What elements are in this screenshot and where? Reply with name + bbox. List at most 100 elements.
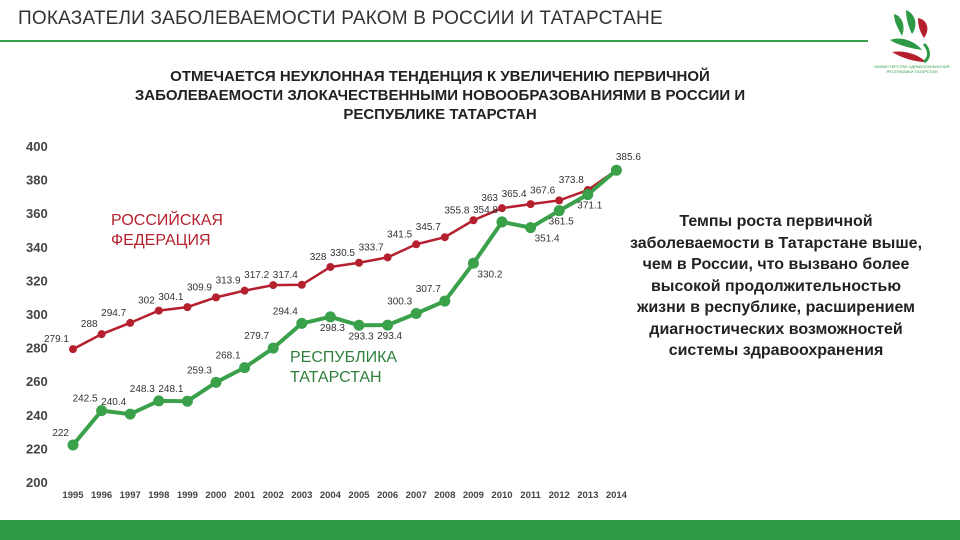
x-tick-label: 2009 — [463, 490, 484, 501]
data-label-russia: 304.1 — [158, 292, 183, 303]
data-point-tatarstan — [553, 205, 565, 217]
data-point-tatarstan — [96, 405, 108, 417]
data-label-tatarstan: 371.1 — [577, 201, 602, 212]
series-label-tatarstan: ТАТАРСТАН — [290, 369, 382, 386]
y-tick-label: 400 — [26, 139, 48, 154]
x-tick-label: 2000 — [205, 490, 226, 501]
y-tick-label: 280 — [26, 341, 48, 356]
data-point-tatarstan — [410, 307, 422, 319]
data-point-russia — [97, 330, 106, 339]
data-point-tatarstan — [124, 408, 136, 420]
data-label-tatarstan: 222 — [52, 428, 69, 439]
data-point-russia — [412, 240, 421, 249]
data-point-tatarstan — [582, 189, 594, 201]
data-label-russia: 345.7 — [416, 222, 441, 233]
data-label-tatarstan: 242.5 — [73, 394, 98, 405]
x-tick-label: 2006 — [377, 490, 398, 501]
x-tick-label: 2005 — [348, 490, 370, 501]
footer-bar — [0, 520, 960, 540]
x-tick-label: 1999 — [177, 490, 198, 501]
data-label-russia: 294.7 — [101, 308, 126, 319]
data-point-tatarstan — [353, 319, 365, 331]
data-point-russia — [126, 318, 135, 327]
x-tick-label: 2001 — [234, 490, 256, 501]
x-tick-label: 2008 — [434, 490, 455, 501]
data-label-tatarstan: 330.2 — [477, 269, 502, 280]
x-tick-label: 2004 — [320, 490, 342, 501]
data-label-russia: 373.8 — [559, 175, 584, 186]
data-point-tatarstan — [181, 395, 193, 407]
x-tick-label: 1995 — [62, 490, 84, 501]
data-point-russia — [326, 262, 335, 271]
series-line-russia — [72, 169, 618, 351]
data-point-russia — [240, 286, 249, 295]
data-label-russia: 302 — [138, 296, 155, 307]
data-point-tatarstan — [267, 342, 279, 354]
header-divider — [0, 40, 868, 42]
data-point-russia — [498, 204, 506, 213]
data-label-russia: 313.9 — [216, 276, 241, 287]
y-tick-label: 200 — [26, 475, 48, 490]
data-point-russia — [297, 280, 306, 289]
x-tick-label: 2010 — [491, 490, 512, 501]
data-point-tatarstan — [296, 317, 308, 329]
data-label-russia: 363 — [481, 193, 498, 204]
data-label-tatarstan: 279.7 — [244, 331, 269, 342]
data-label-tatarstan: 259.3 — [187, 365, 212, 376]
data-point-tatarstan — [439, 295, 451, 307]
data-point-tatarstan — [67, 439, 79, 451]
data-point-russia — [555, 196, 564, 205]
side-note: Темпы роста первичной заболеваемости в Т… — [629, 213, 923, 359]
x-tick-label: 2012 — [549, 490, 570, 501]
x-tick-label: 2002 — [263, 490, 284, 501]
data-label-tatarstan: 300.3 — [387, 296, 412, 307]
data-label-tatarstan: 298.3 — [320, 323, 345, 334]
data-label-russia: 317.4 — [273, 270, 298, 281]
data-point-tatarstan — [610, 164, 622, 176]
series-label-russia: РОССИЙСКАЯ — [111, 210, 223, 229]
data-label-russia: 330.5 — [330, 248, 355, 259]
x-tick-label: 2003 — [291, 490, 312, 501]
y-tick-label: 380 — [26, 173, 48, 188]
data-label-tatarstan: 293.4 — [377, 331, 402, 342]
data-label-tatarstan: 248.3 — [130, 384, 155, 395]
data-label-russia: 367.6 — [530, 185, 555, 196]
y-tick-label: 300 — [26, 307, 48, 322]
data-label-russia: 317.2 — [244, 270, 269, 281]
slide-subtitle: ОТМЕЧАЕТСЯ НЕУКЛОННАЯ ТЕНДЕНЦИЯ К УВЕЛИЧ… — [40, 67, 840, 124]
data-label-tatarstan: 294.4 — [273, 306, 298, 317]
data-label-russia: 279.1 — [44, 334, 69, 345]
data-label-tatarstan: 361.5 — [549, 217, 574, 228]
data-point-tatarstan — [467, 257, 479, 269]
subtitle-line: ОТМЕЧАЕТСЯ НЕУКЛОННАЯ ТЕНДЕНЦИЯ К УВЕЛИЧ… — [170, 68, 710, 85]
data-point-russia — [383, 253, 392, 262]
data-label-tatarstan: 240.4 — [101, 397, 126, 408]
x-tick-label: 2013 — [577, 490, 598, 501]
logo-caption: МИНИСТЕРСТВО ЗДРАВООХРАНЕНИЯ РЕСПУБЛИКИ … — [874, 64, 950, 74]
x-tick-label: 1997 — [120, 490, 141, 501]
data-point-tatarstan — [210, 376, 222, 388]
data-point-tatarstan — [153, 395, 165, 407]
y-tick-label: 360 — [26, 206, 48, 221]
data-label-russia: 328 — [310, 252, 327, 263]
data-point-tatarstan — [324, 311, 336, 323]
data-point-russia — [154, 306, 163, 315]
page-title: ПОКАЗАТЕЛИ ЗАБОЛЕВАЕМОСТИ РАКОМ В РОССИИ… — [18, 8, 663, 29]
y-tick-label: 260 — [26, 374, 48, 389]
x-tick-label: 1998 — [148, 490, 169, 501]
subtitle-line: РЕСПУБЛИКЕ ТАТАРСТАН — [343, 106, 537, 123]
data-point-russia — [355, 258, 363, 267]
x-tick-label: 2007 — [406, 490, 427, 501]
data-point-russia — [526, 200, 535, 209]
data-label-tatarstan: 293.3 — [348, 331, 373, 342]
y-tick-label: 320 — [26, 273, 48, 288]
data-label-russia: 385.6 — [616, 152, 641, 163]
data-point-tatarstan — [239, 362, 251, 374]
data-label-tatarstan: 354.8 — [473, 205, 498, 216]
data-label-tatarstan: 351.4 — [535, 234, 560, 245]
series-label-russia: ФЕДЕРАЦИЯ — [111, 232, 211, 249]
y-tick-label: 340 — [26, 240, 48, 255]
data-point-tatarstan — [382, 319, 394, 331]
data-label-russia: 365.4 — [502, 189, 527, 200]
